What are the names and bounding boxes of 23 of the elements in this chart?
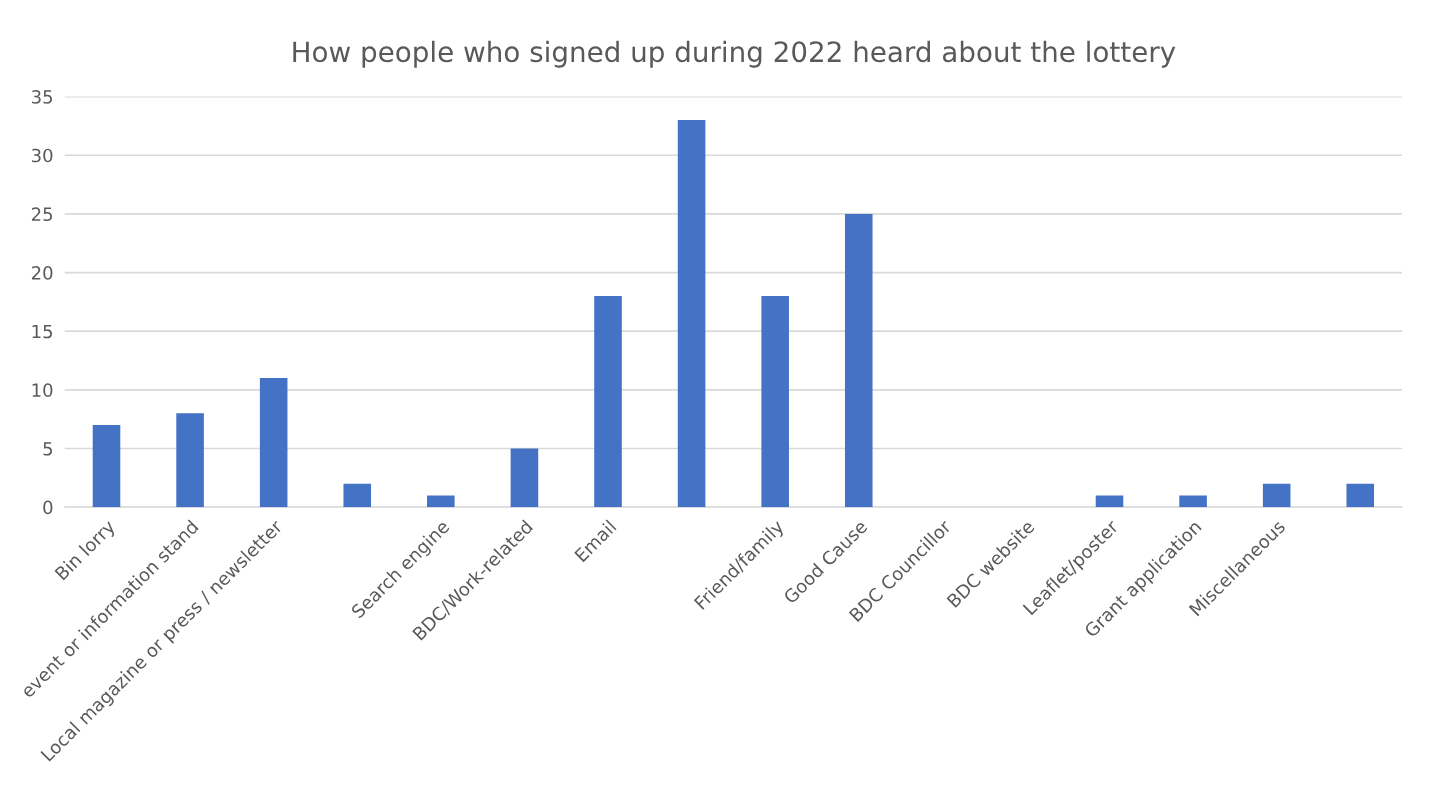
y-tick-label: 25	[31, 207, 53, 222]
y-tick-label: 15	[32, 324, 53, 339]
bar	[677, 120, 706, 508]
bar	[594, 296, 622, 508]
bar	[92, 425, 121, 508]
bar	[259, 378, 288, 508]
bar	[343, 483, 372, 508]
bar	[1095, 495, 1124, 508]
bar	[761, 296, 789, 508]
y-tick-label: 10	[32, 383, 53, 397]
bar	[176, 413, 204, 508]
bar	[1346, 483, 1375, 508]
y-tick-label: 5	[43, 442, 53, 456]
bar	[844, 213, 873, 508]
bar	[1179, 495, 1207, 508]
bar	[1262, 483, 1291, 508]
bar	[427, 495, 455, 508]
y-tick-label: 30	[32, 148, 53, 163]
chart-title: How people who signed up during 2022 heard about the lottery	[293, 40, 1176, 68]
y-tick-label: 35	[32, 90, 53, 104]
y-tick-label: 20	[31, 266, 53, 280]
bar	[510, 448, 539, 508]
y-tick-label: 0	[43, 500, 53, 515]
